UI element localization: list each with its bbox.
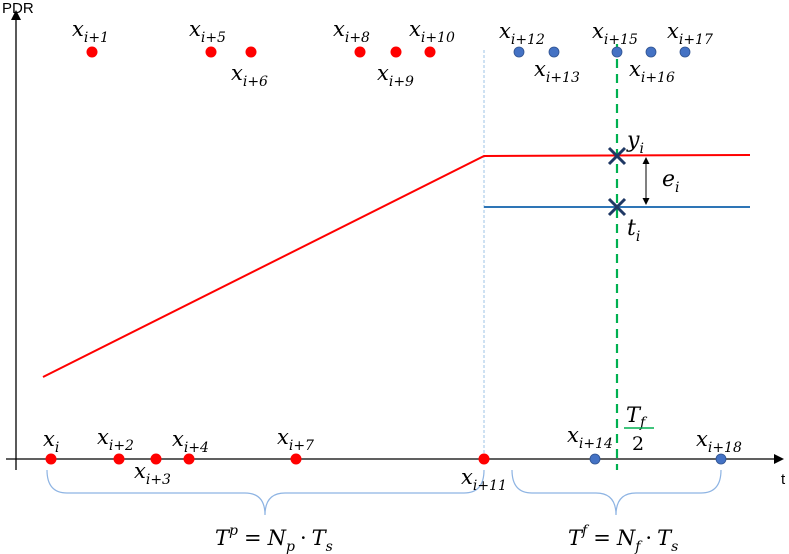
sample-label: xi+17	[667, 19, 713, 48]
sample-point	[548, 46, 560, 58]
sample-point	[611, 46, 623, 58]
sample-label: xi+1	[72, 17, 109, 46]
sample-point	[45, 453, 57, 465]
sample-point	[390, 46, 402, 58]
sample-label: xi+2	[97, 425, 134, 454]
future-window-equation: Tf = Nf · Ts	[568, 523, 678, 554]
sample-label: xi+3	[134, 459, 171, 488]
past-window-equation: Tp = Np · Ts	[215, 523, 333, 554]
sample-point	[589, 453, 601, 465]
sample-point	[513, 46, 525, 58]
sample-point	[354, 46, 366, 58]
sample-point	[245, 46, 257, 58]
sample-label: xi+14	[567, 423, 613, 452]
sample-label: xi	[43, 427, 59, 456]
svg-text:2: 2	[632, 433, 644, 455]
sample-label: xi+15	[592, 19, 638, 48]
y-axis-label: PDR	[2, 0, 34, 17]
sample-point	[205, 46, 217, 58]
sample-label: xi+11	[461, 465, 507, 494]
sample-point	[86, 46, 98, 58]
truth-cross-icon	[607, 197, 627, 217]
sample-point	[478, 453, 490, 465]
sample-label: xi+10	[409, 17, 455, 46]
half-window-label: Tf 2	[624, 403, 654, 455]
truth-label: ti	[627, 216, 640, 245]
sample-label: xi+12	[499, 19, 545, 48]
sample-label: xi+13	[534, 57, 580, 86]
sample-point	[679, 46, 691, 58]
future-window-brace	[511, 469, 722, 516]
prediction-label: yi	[626, 128, 644, 157]
sample-label: xi+9	[377, 61, 414, 90]
sample-label: xi+16	[629, 57, 675, 86]
sample-label: xi+5	[189, 17, 226, 46]
sample-points: xi xi+1 xi+2xi+3xi+4 xi+5xi+6 xi+7 xi+8xi+9 xi…	[43, 17, 742, 494]
prediction-line	[42, 154, 751, 378]
sample-point	[113, 453, 125, 465]
sample-point	[715, 453, 727, 465]
sample-point	[290, 453, 302, 465]
prediction-cross-icon	[607, 146, 627, 166]
past-window-brace	[46, 469, 485, 516]
sample-point	[150, 453, 162, 465]
error-label: ei	[662, 167, 680, 196]
sample-label: xi+6	[231, 61, 268, 90]
sample-label: xi+7	[277, 425, 314, 454]
sample-point	[645, 46, 657, 58]
x-axis-label: t	[781, 471, 786, 488]
svg-text:Tf: Tf	[626, 403, 648, 431]
sample-point	[424, 46, 436, 58]
sample-point	[183, 453, 195, 465]
sample-label: xi+18	[696, 427, 742, 456]
sample-label: xi+8	[333, 17, 370, 46]
sample-label: xi+4	[172, 427, 209, 456]
